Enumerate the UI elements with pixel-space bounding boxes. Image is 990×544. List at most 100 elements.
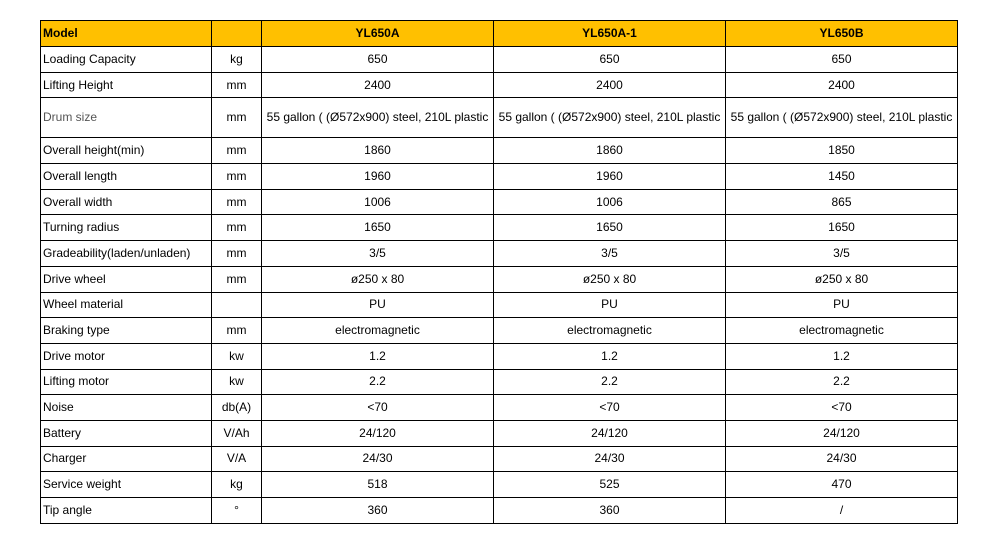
value-cell: 55 gallon ( (Ø572x900) steel, 210L plast… [493,97,726,139]
value-cell: 470 [725,471,958,498]
value-cell: ø250 x 80 [725,265,958,293]
row-label: Drum size [40,97,212,139]
value-cell: 1650 [261,214,494,242]
value-cell: YL650A-1 [493,20,726,47]
unit-cell: mm [211,137,262,165]
value-cell: 650 [725,46,958,73]
value-cell: 2400 [725,71,958,99]
unit-cell: V/A [211,445,262,473]
row-label: Service weight [40,471,212,498]
value-cell: 360 [261,497,494,524]
table-row: Lifting motor kw 2.2 2.2 2.2 [40,368,958,396]
table-row: Drum size mm 55 gallon ( (Ø572x900) steel,… [40,97,958,139]
unit-cell: mm [211,163,262,190]
table-row: Turning radius mm 1650 1650 1650 [40,214,958,242]
table-row: Overall length mm 1960 1960 1450 [40,163,958,190]
table-row: Overall width mm 1006 1006 865 [40,188,958,216]
value-cell: 650 [493,46,726,73]
value-cell: YL650A [261,20,494,47]
value-cell: <70 [725,394,958,421]
table-row: Wheel material PU PU PU [40,291,958,319]
row-label: Drive motor [40,342,212,370]
table-row: Gradeability(laden/unladen) mm 3/5 3/5 3/5 [40,240,958,267]
unit-cell: db(A) [211,394,262,421]
value-cell: 2.2 [725,368,958,396]
value-cell: electromagnetic [725,317,958,344]
row-label: Charger [40,445,212,473]
value-cell: 1.2 [493,342,726,370]
value-cell: 3/5 [261,240,494,267]
value-cell: 24/120 [261,419,494,447]
value-cell: 1650 [725,214,958,242]
unit-cell: mm [211,317,262,344]
unit-cell: mm [211,71,262,99]
value-cell: 1006 [261,188,494,216]
value-cell: 1450 [725,163,958,190]
table-row: Drive wheel mm ø250 x 80 ø250 x 80 ø250 x 80 [40,265,958,293]
unit-cell: mm [211,240,262,267]
value-cell: electromagnetic [493,317,726,344]
unit-cell: ° [211,497,262,524]
row-label: Braking type [40,317,212,344]
row-label: Drive wheel [40,265,212,293]
table-row: Drive motor kw 1.2 1.2 1.2 [40,342,958,370]
value-cell: 24/30 [725,445,958,473]
value-cell: YL650B [725,20,958,47]
value-cell: 24/30 [261,445,494,473]
value-cell: 2400 [493,71,726,99]
value-cell: PU [261,291,494,319]
row-label: Noise [40,394,212,421]
value-cell: <70 [261,394,494,421]
table-row: Braking type mm electromagnetic electromagn… [40,317,958,344]
value-cell: PU [493,291,726,319]
row-label: Model [40,20,212,47]
value-cell: 360 [493,497,726,524]
header-row: Model YL650A YL650A-1 YL650B [40,20,958,47]
value-cell: 1860 [261,137,494,165]
value-cell: 55 gallon ( (Ø572x900) steel, 210L plast… [725,97,958,139]
row-label: Wheel material [40,291,212,319]
value-cell: 1006 [493,188,726,216]
value-cell: 1860 [493,137,726,165]
value-cell: 3/5 [493,240,726,267]
unit-cell: kg [211,46,262,73]
value-cell: 2400 [261,71,494,99]
row-label: Overall length [40,163,212,190]
row-label: Turning radius [40,214,212,242]
value-cell: PU [725,291,958,319]
value-cell: 3/5 [725,240,958,267]
unit-cell [211,20,262,47]
unit-cell: V/Ah [211,419,262,447]
row-label: Gradeability(laden/unladen) [40,240,212,267]
value-cell: 2.2 [261,368,494,396]
value-cell: 55 gallon ( (Ø572x900) steel, 210L plast… [261,97,494,139]
value-cell: 518 [261,471,494,498]
value-cell: 24/120 [493,419,726,447]
value-cell: ø250 x 80 [261,265,494,293]
value-cell: 2.2 [493,368,726,396]
unit-cell: mm [211,97,262,139]
unit-cell: mm [211,214,262,242]
unit-cell: kg [211,471,262,498]
row-label: Lifting Height [40,71,212,99]
row-label: Tip angle [40,497,212,524]
value-cell: electromagnetic [261,317,494,344]
row-label: Battery [40,419,212,447]
unit-cell: mm [211,265,262,293]
value-cell: 1.2 [261,342,494,370]
table-row: Tip angle ° 360 360/ [40,497,958,524]
value-cell: 1960 [261,163,494,190]
unit-cell: kw [211,342,262,370]
spec-table: Model YL650A YL650A-1 YL650B Loading Capacit… [40,20,958,524]
unit-cell: kw [211,368,262,396]
row-label: Lifting motor [40,368,212,396]
table-row: Battery V/Ah 24/120 24/120 24/120 [40,419,958,447]
value-cell: 650 [261,46,494,73]
value-cell: 525 [493,471,726,498]
value-cell: 1960 [493,163,726,190]
table-row: Lifting Height mm 2400 2400 2400 [40,71,958,99]
value-cell: 1850 [725,137,958,165]
table-row: Overall height(min) mm 1860 1860 1850 [40,137,958,165]
table-body: Model YL650A YL650A-1 YL650B Loading Capacit… [40,20,958,524]
